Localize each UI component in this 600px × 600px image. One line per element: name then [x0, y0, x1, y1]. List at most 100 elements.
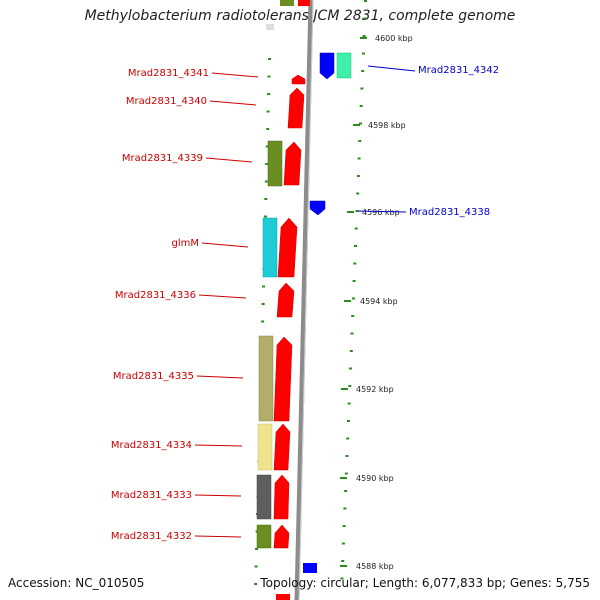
feature-partial-bottom — [303, 563, 317, 573]
gene-arrow-mrad2831-4339[interactable] — [283, 141, 302, 186]
cog-block — [258, 335, 274, 422]
gene-label[interactable]: Mrad2831_4332 — [111, 531, 192, 542]
guide-dot — [265, 163, 269, 165]
guide-dot — [363, 17, 367, 20]
scale-tick-label: 4598 kbp — [368, 121, 406, 130]
guide-dot — [261, 320, 265, 323]
guide-dot — [264, 198, 268, 200]
gene-arrow-glmm[interactable] — [277, 217, 298, 278]
guide-dot — [263, 215, 267, 218]
feature-partial-bottom — [276, 594, 290, 600]
gene-labels-right: Mrad2831_4342 Mrad2831_4338 — [409, 65, 499, 218]
gene-arrow-mrad2831-4342[interactable] — [319, 52, 335, 80]
guide-dot — [341, 542, 345, 545]
scale-tick-label: 4594 kbp — [360, 297, 398, 306]
guide-dot — [352, 280, 356, 282]
guide-dot — [355, 210, 359, 212]
gene-label[interactable]: Mrad2831_4335 — [113, 371, 194, 382]
gene-arrow-mrad2831-4334[interactable] — [273, 423, 291, 471]
cog-block — [262, 217, 278, 278]
guide-dot — [360, 87, 364, 90]
guide-dot — [340, 577, 344, 580]
gene-label[interactable]: Mrad2831_4339 — [122, 153, 203, 164]
guide-dot — [354, 245, 357, 247]
leader-line — [194, 444, 243, 447]
guide-dot — [255, 548, 259, 550]
gene-label[interactable]: Mrad2831_4334 — [111, 440, 192, 451]
genome-backbone — [294, 0, 314, 600]
leader-lines-left — [194, 72, 259, 538]
map-title: Methylobacterium radiotolerans JCM 2831,… — [84, 8, 516, 24]
guide-dot — [344, 490, 348, 492]
guide-dot — [268, 58, 271, 60]
gene-arrow-mrad2831-4335[interactable] — [273, 336, 293, 422]
gene-label[interactable]: Mrad2831_4342 — [418, 65, 499, 76]
gene-arrow-mrad2831-4341[interactable] — [291, 74, 306, 85]
guide-dot — [345, 455, 349, 457]
guide-dot — [362, 35, 366, 37]
scale-tick-label: 4592 kbp — [356, 385, 394, 394]
guide-dot — [354, 227, 358, 230]
leader-line — [201, 242, 249, 248]
scale-tick-label: 4590 kbp — [356, 474, 394, 483]
guide-dot — [361, 70, 365, 72]
scale-ticks: 4600 kbp 4598 kbp 4596 kbp 4594 kbp 4592… — [340, 34, 413, 571]
leader-line — [198, 294, 247, 299]
guide-dot — [359, 105, 363, 107]
leader-line — [196, 375, 244, 379]
guide-dot — [347, 402, 351, 405]
leader-line — [357, 210, 407, 213]
cog-block — [256, 474, 272, 520]
scale-tick-label: 4600 kbp — [375, 34, 413, 43]
guide-dot — [361, 52, 365, 55]
leader-line — [194, 494, 242, 497]
scale-tick-label: 4588 kbp — [356, 562, 394, 571]
gene-label[interactable]: Mrad2831_4338 — [409, 207, 490, 218]
leader-line — [367, 65, 416, 72]
cog-block — [257, 423, 273, 471]
guide-dot — [356, 192, 360, 195]
guide-dot — [341, 560, 345, 562]
guide-dot — [350, 332, 354, 335]
gene-arrow-mrad2831-4333[interactable] — [273, 474, 290, 520]
leader-line — [211, 72, 259, 78]
cog-block-partial-top — [280, 0, 294, 6]
guide-dot — [348, 385, 352, 387]
guide-dot — [356, 175, 360, 177]
gene-label[interactable]: Mrad2831_4340 — [126, 96, 207, 107]
forward-genes — [273, 74, 306, 549]
guide-dot — [254, 583, 258, 585]
guide-dot — [343, 507, 347, 510]
guide-dot — [364, 0, 367, 2]
guide-dot — [254, 565, 258, 568]
gene-arrow-mrad2831-4340[interactable] — [287, 87, 305, 129]
cog-block — [267, 140, 283, 187]
accession-info: Accession: NC_010505 — [8, 576, 145, 590]
gene-label[interactable]: glmM — [172, 238, 200, 249]
gene-arrow-mrad2831-4336[interactable] — [276, 282, 295, 318]
guide-dot — [346, 437, 350, 440]
feature-partial-top — [266, 24, 274, 30]
gene-label[interactable]: Mrad2831_4341 — [128, 68, 209, 79]
leader-line — [209, 100, 257, 106]
guide-dot — [357, 157, 361, 160]
guide-dot — [266, 128, 270, 130]
gene-arrow-mrad2831-4332[interactable] — [273, 524, 290, 549]
gene-labels-left: Mrad2831_4341 Mrad2831_4340 Mrad2831_433… — [111, 68, 209, 542]
gene-label[interactable]: Mrad2831_4333 — [111, 490, 192, 501]
cog-blocks — [256, 140, 283, 549]
guide-dot — [351, 297, 355, 300]
leader-lines-right — [357, 65, 416, 213]
leader-line — [205, 157, 253, 163]
gene-label[interactable]: Mrad2831_4336 — [115, 290, 196, 301]
guide-dot — [342, 525, 346, 527]
cog-block-mrad2831-4342 — [336, 52, 352, 79]
guide-dot — [267, 75, 271, 78]
gene-arrow-partial-top — [298, 0, 310, 6]
cog-block — [256, 524, 272, 549]
gene-arrow-mrad2831-4338[interactable] — [309, 200, 326, 216]
guide-dot — [266, 110, 270, 113]
guide-dot — [267, 93, 271, 95]
guide-dot — [344, 472, 348, 475]
